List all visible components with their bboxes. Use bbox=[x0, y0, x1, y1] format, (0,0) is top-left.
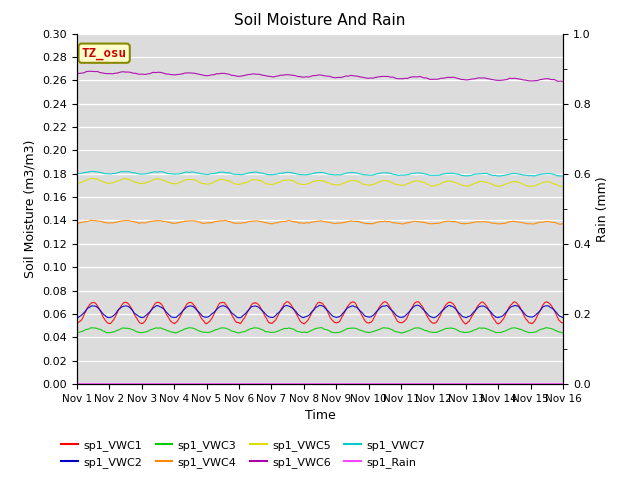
Y-axis label: Rain (mm): Rain (mm) bbox=[596, 176, 609, 241]
Title: Soil Moisture And Rain: Soil Moisture And Rain bbox=[234, 13, 406, 28]
X-axis label: Time: Time bbox=[305, 409, 335, 422]
Y-axis label: Soil Moisture (m3/m3): Soil Moisture (m3/m3) bbox=[24, 140, 36, 278]
Legend: sp1_VWC1, sp1_VWC2, sp1_VWC3, sp1_VWC4, sp1_VWC5, sp1_VWC6, sp1_VWC7, sp1_Rain: sp1_VWC1, sp1_VWC2, sp1_VWC3, sp1_VWC4, … bbox=[57, 436, 430, 472]
Text: TZ_osu: TZ_osu bbox=[82, 47, 127, 60]
